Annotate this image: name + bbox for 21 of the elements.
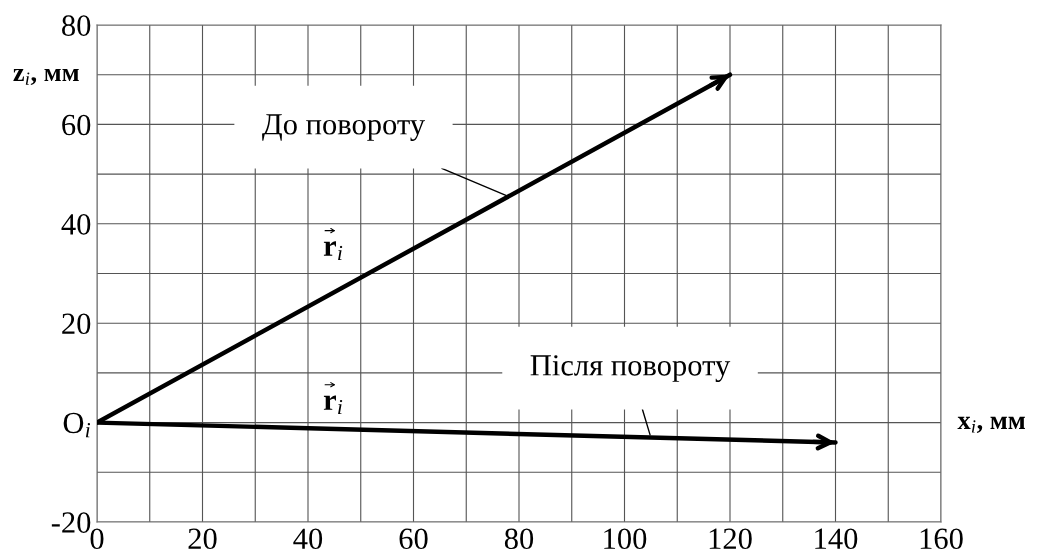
x-tick-label: 120 — [709, 528, 752, 550]
y-tick-label: 20 — [62, 313, 91, 335]
annotation: r$_{i}$ — [323, 241, 343, 261]
y-axis-title: z$_{i}$, мм — [13, 68, 79, 86]
y-tick-label: 80 — [62, 15, 91, 36]
x-tick-label: 0 — [90, 528, 104, 550]
annotation: Після повороту — [530, 355, 731, 382]
y-tick-label: O$_{i}$ — [63, 412, 91, 438]
y-tick-label: -20 — [51, 512, 91, 533]
x-tick-label: 140 — [815, 528, 858, 550]
annotation: До повороту — [262, 114, 425, 141]
x-tick-label: 40 — [293, 528, 323, 550]
x-tick-label: 20 — [188, 528, 217, 550]
x-tick-label: 160 — [920, 528, 963, 550]
x-tick-label: 80 — [504, 528, 534, 550]
x-tick-label: 60 — [399, 528, 428, 550]
x-tick-label: 100 — [604, 528, 647, 550]
x-axis-title: x$_{i}$, мм — [957, 416, 1025, 434]
annotation: r$_{i}$ — [323, 395, 343, 415]
y-tick-label: 60 — [62, 114, 91, 136]
y-tick-label: 40 — [61, 214, 91, 235]
